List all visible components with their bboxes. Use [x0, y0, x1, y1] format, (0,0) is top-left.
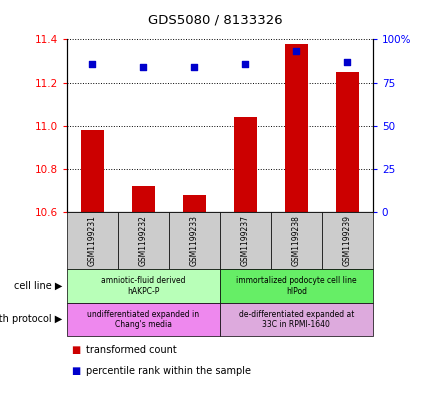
Bar — [182, 195, 205, 212]
Text: GSM1199239: GSM1199239 — [342, 215, 351, 266]
Text: GSM1199238: GSM1199238 — [291, 215, 300, 266]
Text: immortalized podocyte cell line
hIPod: immortalized podocyte cell line hIPod — [236, 276, 356, 296]
Point — [190, 64, 197, 70]
Point — [89, 61, 95, 67]
Text: GDS5080 / 8133326: GDS5080 / 8133326 — [148, 14, 282, 27]
Point — [343, 59, 350, 65]
Text: GSM1199233: GSM1199233 — [189, 215, 198, 266]
Bar — [117, 212, 169, 269]
Text: de-differentiated expanded at
33C in RPMI-1640: de-differentiated expanded at 33C in RPM… — [238, 310, 353, 329]
Text: amniotic-fluid derived
hAKPC-P: amniotic-fluid derived hAKPC-P — [101, 276, 185, 296]
Text: GSM1199231: GSM1199231 — [88, 215, 97, 266]
Text: transformed count: transformed count — [86, 345, 177, 355]
Bar — [219, 269, 372, 303]
Bar — [284, 44, 307, 212]
Point — [292, 48, 299, 55]
Text: ■: ■ — [71, 366, 80, 376]
Bar — [321, 212, 372, 269]
Bar — [67, 269, 219, 303]
Bar — [81, 130, 104, 212]
Bar — [169, 212, 219, 269]
Bar — [233, 117, 256, 212]
Point — [139, 64, 146, 70]
Bar — [132, 186, 154, 212]
Bar — [219, 212, 270, 269]
Text: cell line ▶: cell line ▶ — [14, 281, 62, 291]
Text: undifferentiated expanded in
Chang's media: undifferentiated expanded in Chang's med… — [87, 310, 199, 329]
Bar — [270, 212, 321, 269]
Point — [241, 61, 248, 67]
Bar — [335, 72, 358, 212]
Bar — [67, 303, 219, 336]
Text: ■: ■ — [71, 345, 80, 355]
Bar — [67, 212, 117, 269]
Text: GSM1199232: GSM1199232 — [138, 215, 147, 266]
Text: percentile rank within the sample: percentile rank within the sample — [86, 366, 251, 376]
Bar — [219, 303, 372, 336]
Text: GSM1199237: GSM1199237 — [240, 215, 249, 266]
Text: growth protocol ▶: growth protocol ▶ — [0, 314, 62, 324]
